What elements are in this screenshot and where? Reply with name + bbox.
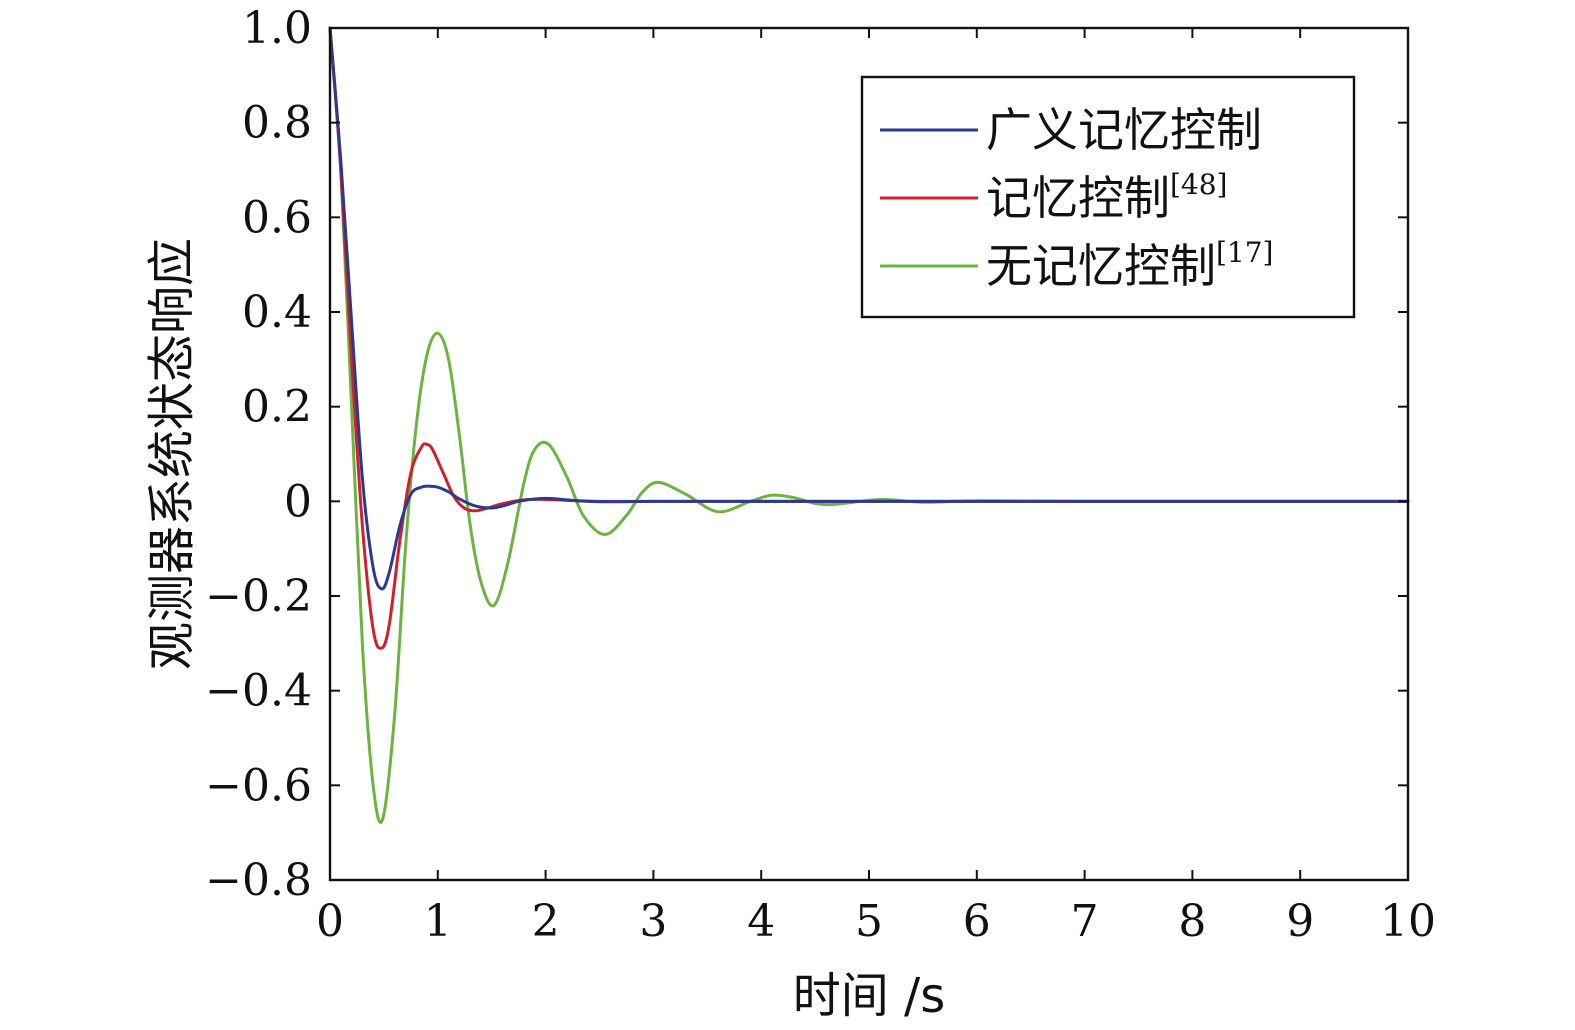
y-tick-label: 0.8 — [242, 98, 312, 149]
y-axis-label: 观测器系统状态响应 — [144, 238, 200, 670]
x-tick-label: 2 — [532, 896, 560, 947]
x-tick-label: 5 — [855, 896, 883, 947]
legend-label-text: 无记忆控制 — [986, 239, 1216, 293]
y-tick-label: 0.2 — [242, 382, 312, 433]
x-tick-label: 1 — [424, 896, 452, 947]
legend-label-text: 记忆控制 — [986, 171, 1170, 225]
x-tick-label: 9 — [1286, 896, 1314, 947]
legend-label-0: 广义记忆控制 — [986, 103, 1262, 157]
series-line-0 — [328, 26, 1410, 591]
x-axis-label: 时间 /s — [793, 968, 945, 1024]
y-tick-label: −0.8 — [205, 855, 312, 906]
x-tick-label: 0 — [316, 896, 344, 947]
y-tick-label: −0.6 — [205, 760, 312, 811]
legend-citation: [48] — [1170, 168, 1227, 201]
y-tick-label: 0 — [284, 476, 312, 527]
y-tick-label: 1.0 — [242, 3, 312, 54]
tick-layer: 0 1 2 3 4 5 6 7 8 9 10 1.0 0.8 0.6 0.4 0.2 0 −0.2 −0.4 −0.6… — [205, 3, 1436, 947]
x-tick-label: 3 — [639, 896, 667, 947]
y-tick-label: −0.4 — [205, 666, 312, 717]
x-tick-label: 10 — [1380, 896, 1436, 947]
y-tick-label: −0.2 — [205, 571, 312, 622]
legend-label-2: 无记忆控制[17] — [986, 236, 1273, 293]
legend-label-1: 记忆控制[48] — [986, 168, 1227, 225]
legend-label-text: 广义记忆控制 — [986, 103, 1262, 157]
x-tick-label: 4 — [747, 896, 775, 947]
x-tick-label: 7 — [1071, 896, 1099, 947]
series-layer — [328, 26, 1410, 824]
x-tick-label: 6 — [963, 896, 991, 947]
y-tick-label: 0.6 — [242, 192, 312, 243]
legend-citation: [17] — [1216, 236, 1273, 269]
y-tick-label: 0.4 — [242, 287, 312, 338]
x-tick-label: 8 — [1178, 896, 1206, 947]
